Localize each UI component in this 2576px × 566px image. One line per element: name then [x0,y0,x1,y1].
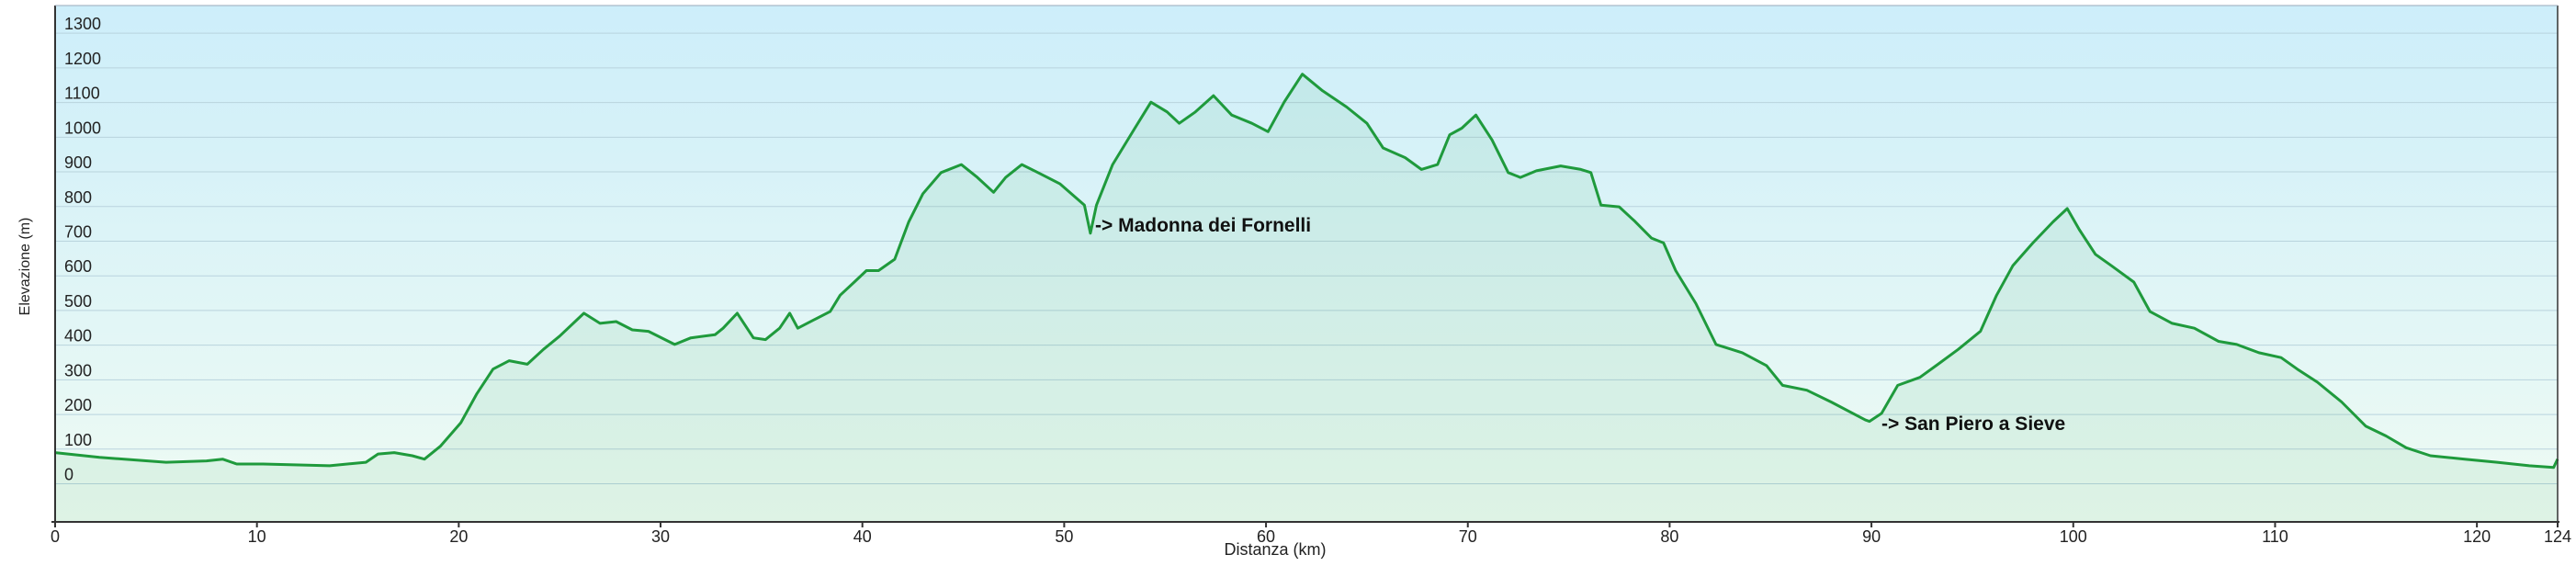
x-tick-label: 40 [853,527,872,546]
elevation-line [54,73,2559,470]
y-tick-label: 900 [64,153,92,172]
y-tick-label: 0 [64,466,73,484]
y-tick-label: 800 [64,188,92,207]
x-tick-label: 60 [1257,527,1275,546]
y-tick-label: 600 [64,257,92,276]
y-tick-label: 700 [64,222,92,241]
x-tick-label: 50 [1055,527,1073,546]
elevation-area [55,74,2558,522]
x-tick-label: 30 [651,527,670,546]
annotation: -> Madonna dei Fornelli [1095,215,1311,236]
labels: 0100200300400500600700800900100011001200… [51,15,2571,546]
y-axis-title: Elevazione (m) [17,218,33,316]
annotation: -> San Piero a Sieve [1881,413,2065,435]
grid [54,32,2559,527]
x-axis-title: Distanza (km) [1224,540,1326,559]
y-tick-label: 1000 [64,119,101,137]
y-tick-label: 1200 [64,50,101,68]
y-tick-label: 400 [64,327,92,345]
marks [54,73,2559,522]
plot-background [55,6,2558,522]
x-tick-label: 124 [2544,527,2571,546]
x-tick-label: 70 [1459,527,1477,546]
x-tick-label: 80 [1660,527,1678,546]
x-tick-label: 100 [2060,527,2087,546]
x-tick-label: 120 [2463,527,2491,546]
y-tick-label: 300 [64,361,92,379]
y-tick-label: 1300 [64,15,101,33]
x-tick-label: 10 [248,527,266,546]
y-tick-label: 500 [64,292,92,311]
y-tick-label: 200 [64,396,92,414]
x-tick-label: 0 [51,527,60,546]
y-tick-label: 100 [64,431,92,449]
x-tick-label: 20 [449,527,468,546]
x-tick-label: 110 [2262,527,2288,546]
y-tick-label: 1100 [64,85,100,103]
x-tick-label: 90 [1862,527,1881,546]
